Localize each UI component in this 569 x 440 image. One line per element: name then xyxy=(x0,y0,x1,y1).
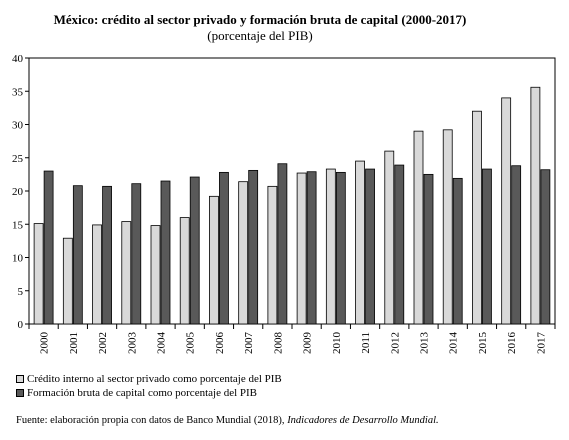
bar-credito xyxy=(150,225,161,325)
x-tick-label: 2016 xyxy=(506,332,518,355)
x-tick-label: 2001 xyxy=(68,332,80,354)
bar-formacion xyxy=(102,185,112,325)
y-tick-label: 0 xyxy=(18,319,24,331)
source-italic: Indicadores de Desarrollo Mundial. xyxy=(287,415,439,426)
bar-formacion xyxy=(423,173,434,325)
bar-credito xyxy=(92,224,102,325)
x-tick-label: 2010 xyxy=(331,332,343,355)
x-tick-label: 2013 xyxy=(419,332,431,355)
bar-formacion xyxy=(219,171,229,325)
y-tick-label: 15 xyxy=(12,219,24,231)
bar-credito xyxy=(472,110,482,325)
bar-formacion xyxy=(482,168,492,325)
bar-credito xyxy=(121,221,132,325)
source-prefix: Fuente: elaboración propia con datos de … xyxy=(16,415,288,426)
bar-formacion xyxy=(72,185,83,325)
bar-formacion xyxy=(365,168,375,325)
bar-formacion xyxy=(43,170,54,325)
bar-credito xyxy=(267,185,278,325)
y-tick-label: 20 xyxy=(12,186,24,198)
bar-formacion xyxy=(189,176,200,325)
legend-label-credito: Crédito interno al sector privado como p… xyxy=(27,373,282,385)
legend: Crédito interno al sector privado como p… xyxy=(16,372,282,400)
x-tick-label: 2017 xyxy=(535,332,547,355)
y-tick-label: 5 xyxy=(18,286,24,298)
y-tick-label: 35 xyxy=(12,86,24,98)
x-tick-label: 2000 xyxy=(39,332,51,355)
bar-credito xyxy=(501,97,512,325)
x-tick-label: 2014 xyxy=(448,332,460,355)
bar-formacion xyxy=(452,177,463,325)
source-note: Fuente: elaboración propia con datos de … xyxy=(16,415,439,426)
x-tick-label: 2008 xyxy=(272,332,284,355)
bar-formacion xyxy=(131,183,142,325)
y-tick-label: 25 xyxy=(12,153,24,165)
x-tick-label: 2015 xyxy=(477,332,489,355)
bar-credito xyxy=(530,86,541,325)
bar-credito xyxy=(209,195,219,325)
bar-formacion xyxy=(306,171,317,325)
bar-formacion xyxy=(335,171,346,325)
x-tick-label: 2012 xyxy=(389,332,401,354)
x-tick-label: 2009 xyxy=(302,332,314,355)
x-tick-label: 2003 xyxy=(126,332,138,355)
bar-formacion xyxy=(540,169,551,325)
bar-credito xyxy=(355,160,365,325)
bar-formacion xyxy=(511,165,522,325)
bar-credito xyxy=(179,217,190,325)
bar-formacion xyxy=(277,163,288,325)
legend-label-formacion: Formación bruta de capital como porcenta… xyxy=(27,387,258,399)
x-tick-label: 2004 xyxy=(156,332,168,355)
bar-formacion xyxy=(160,180,171,325)
y-tick-label: 10 xyxy=(12,253,24,265)
bar-credito xyxy=(442,129,453,325)
bar-credito xyxy=(325,168,336,325)
chart-subtitle: (porcentaje del PIB) xyxy=(207,28,313,43)
y-tick-label: 40 xyxy=(12,53,24,65)
x-tick-label: 2007 xyxy=(243,332,255,355)
bar-credito xyxy=(413,130,424,325)
x-tick-label: 2005 xyxy=(185,332,197,355)
bar-credito xyxy=(238,181,249,325)
bar-credito xyxy=(33,223,44,325)
bar-credito xyxy=(384,150,395,325)
legend-swatch-formacion xyxy=(16,389,24,397)
bar-credito xyxy=(296,172,307,325)
chart-title: México: crédito al sector privado y form… xyxy=(53,12,467,27)
legend-swatch-credito xyxy=(16,375,24,383)
legend-item-formacion: Formación bruta de capital como porcenta… xyxy=(16,386,282,400)
y-tick-label: 30 xyxy=(12,120,24,132)
x-tick-label: 2006 xyxy=(214,332,226,355)
x-tick-label: 2011 xyxy=(360,332,372,354)
legend-item-credito: Crédito interno al sector privado como p… xyxy=(16,372,282,386)
bar-credito xyxy=(62,237,73,325)
x-tick-label: 2002 xyxy=(97,332,109,354)
bar-formacion xyxy=(248,169,259,325)
bar-formacion xyxy=(394,164,405,325)
